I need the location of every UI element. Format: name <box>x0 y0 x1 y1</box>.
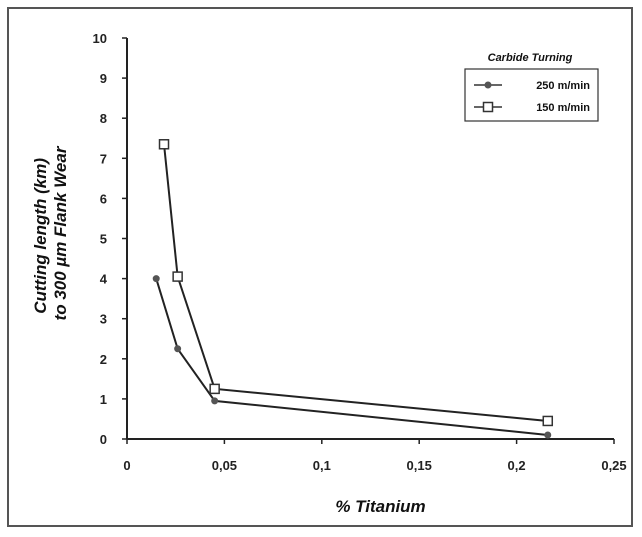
legend-item: 150 m/min <box>474 101 590 114</box>
y-tick-label: 7 <box>100 151 107 166</box>
y-axis-title-line-2: to 300 µm Flank Wear <box>51 145 70 320</box>
series-layer <box>152 139 554 439</box>
y-tick-label: 9 <box>100 71 107 86</box>
y-tick-label: 3 <box>100 312 107 327</box>
data-point-dot <box>211 397 219 405</box>
y-tick-label: 10 <box>93 31 107 46</box>
x-tick-label: 0 <box>123 458 130 473</box>
legend-box <box>464 68 599 122</box>
series-1 <box>158 139 554 427</box>
y-axis-title-line-1: Cutting length (km) <box>31 158 50 314</box>
data-point-dot <box>544 431 552 439</box>
data-point-square <box>158 139 170 150</box>
data-point-square <box>482 101 494 113</box>
y-tick-label: 0 <box>100 432 107 447</box>
y-tick-label: 6 <box>100 191 107 206</box>
series-0 <box>152 275 552 439</box>
legend: Carbide Turning 250 m/min 150 m/min <box>464 52 599 122</box>
data-point-dot <box>484 81 492 89</box>
data-point-square <box>542 415 554 427</box>
legend-label: 150 m/min <box>536 102 590 114</box>
y-tick-label: 2 <box>100 352 107 367</box>
legend-label: 250 m/min <box>536 80 590 92</box>
data-point-dot <box>152 275 160 283</box>
y-axis-title: Cutting length (km) to 300 µm Flank Wear <box>31 145 70 320</box>
data-point-square <box>172 271 183 282</box>
x-tick-label: 0,05 <box>212 458 237 473</box>
series-line <box>163 144 548 422</box>
x-ticks: 0 0,05 0,1 0,15 0,2 0,25 <box>123 439 627 473</box>
x-tick-label: 0,15 <box>407 458 432 473</box>
y-tick-label: 5 <box>100 232 107 247</box>
y-tick-label: 1 <box>100 392 107 407</box>
legend-items: 250 m/min 150 m/min <box>474 80 590 114</box>
data-point-dot <box>174 345 182 353</box>
series-line <box>155 278 548 436</box>
x-tick-label: 0,2 <box>508 458 526 473</box>
x-axis-title: % Titanium <box>335 497 425 516</box>
data-point-square <box>209 383 220 395</box>
y-tick-label: 8 <box>100 111 107 126</box>
y-tick-label: 4 <box>100 272 108 287</box>
legend-title: Carbide Turning <box>488 52 573 64</box>
x-tick-label: 0,25 <box>601 458 626 473</box>
y-ticks: 0 1 2 3 4 5 6 7 8 9 10 <box>93 31 127 447</box>
legend-item: 250 m/min <box>474 80 590 92</box>
x-tick-label: 0,1 <box>313 458 331 473</box>
